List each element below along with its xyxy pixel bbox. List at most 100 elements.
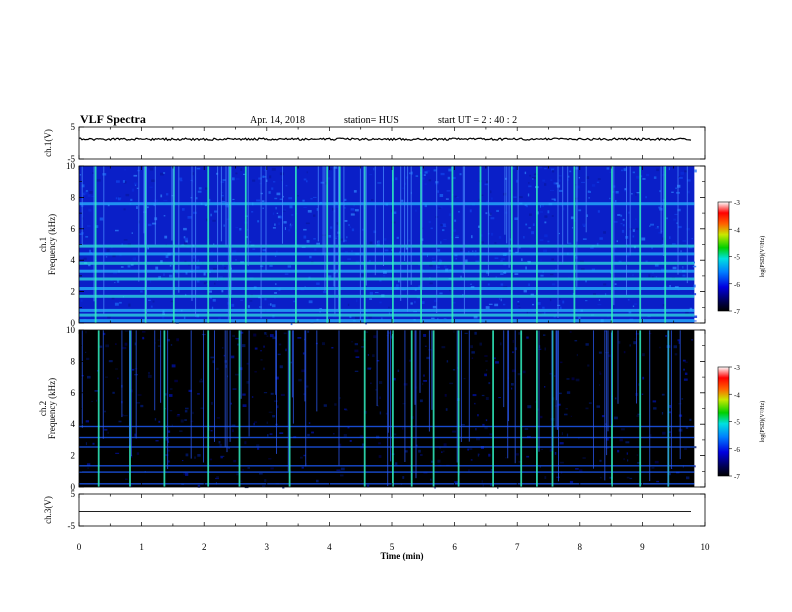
burst-mark [462,166,464,274]
noise-speck [267,434,269,437]
noise-speck [569,331,572,333]
noise-speck [354,211,356,214]
noise-speck [274,297,277,299]
noise-speck [283,221,287,224]
noise-speck [415,175,419,177]
noise-speck [621,169,623,172]
noise-speck [254,347,258,350]
noise-speck [184,419,187,421]
noise-speck [316,479,319,483]
noise-speck [574,340,578,342]
panel-frame [78,126,706,160]
noise-speck [482,484,484,487]
noise-speck [661,243,665,246]
noise-speck [481,194,484,196]
noise-speck [588,402,592,404]
noise-speck [268,303,271,306]
noise-speck [653,407,657,410]
burst-mark [606,330,608,456]
noise-speck [374,292,379,294]
noise-speck [108,360,113,363]
noise-speck [575,184,577,186]
noise-speck [293,300,296,303]
noise-speck [560,306,562,310]
noise-speck [393,211,397,214]
y-tick-label: 0 [71,318,76,328]
burst-mark [247,166,249,266]
noise-speck [262,485,266,487]
noise-speck [600,477,602,479]
noise-speck [212,298,216,302]
burst-mark [387,330,389,433]
noise-speck [389,311,392,313]
burst-mark [214,330,215,442]
noise-speck [497,486,499,489]
noise-speck [661,230,663,233]
burst-mark [103,166,105,315]
burst-mark [604,330,606,481]
noise-speck [623,168,627,172]
colorbar-tick-label: -6 [734,281,740,289]
noise-speck [166,193,169,196]
noise-speck [551,168,555,171]
noise-speck [336,222,340,225]
burst-mark [260,166,262,319]
noise-speck [654,263,659,267]
noise-speck [260,192,263,195]
noise-speck [167,449,171,452]
noise-speck [96,399,97,402]
noise-speck [323,290,328,294]
noise-speck [341,248,345,250]
noise-speck [668,405,672,408]
noise-speck [157,345,161,347]
noise-speck [544,234,548,238]
burst-mark [492,330,494,487]
y-tick-label: 6 [71,224,76,234]
noise-speck [288,197,293,200]
noise-speck [222,179,226,181]
noise-speck [168,460,170,463]
noise-speck [307,330,310,333]
burst-mark [451,166,454,323]
noise-speck [615,200,617,203]
noise-speck [554,452,557,455]
noise-speck [124,169,126,171]
noise-speck [203,272,206,276]
noise-speck [388,332,391,334]
noise-speck [233,201,236,204]
noise-speck [88,208,92,212]
noise-speck [218,441,221,444]
colorbar-tick-label: -7 [734,308,740,316]
noise-speck [197,485,201,488]
emission-line [79,436,695,439]
noise-speck [543,334,546,336]
noise-speck [555,182,559,185]
noise-speck [673,218,677,221]
noise-speck [564,413,568,416]
noise-speck [540,205,541,208]
noise-speck [614,397,617,400]
noise-speck [268,458,272,460]
burst-mark [190,330,192,459]
noise-speck [632,235,635,238]
noise-speck [222,201,226,202]
noise-speck [103,332,106,336]
noise-speck [302,199,305,202]
noise-speck [469,209,472,213]
noise-speck [246,362,249,365]
noise-speck [373,335,377,339]
burst-mark [326,166,329,323]
noise-speck [596,181,600,183]
burst-mark [276,330,277,454]
noise-speck [169,394,173,397]
burst-mark [487,166,489,276]
noise-speck [449,382,454,385]
noise-speck [190,420,194,422]
noise-speck [87,194,91,197]
noise-speck [263,250,266,253]
noise-speck [529,174,532,177]
noise-speck [557,403,561,406]
noise-speck [259,306,262,308]
noise-speck [116,180,120,183]
